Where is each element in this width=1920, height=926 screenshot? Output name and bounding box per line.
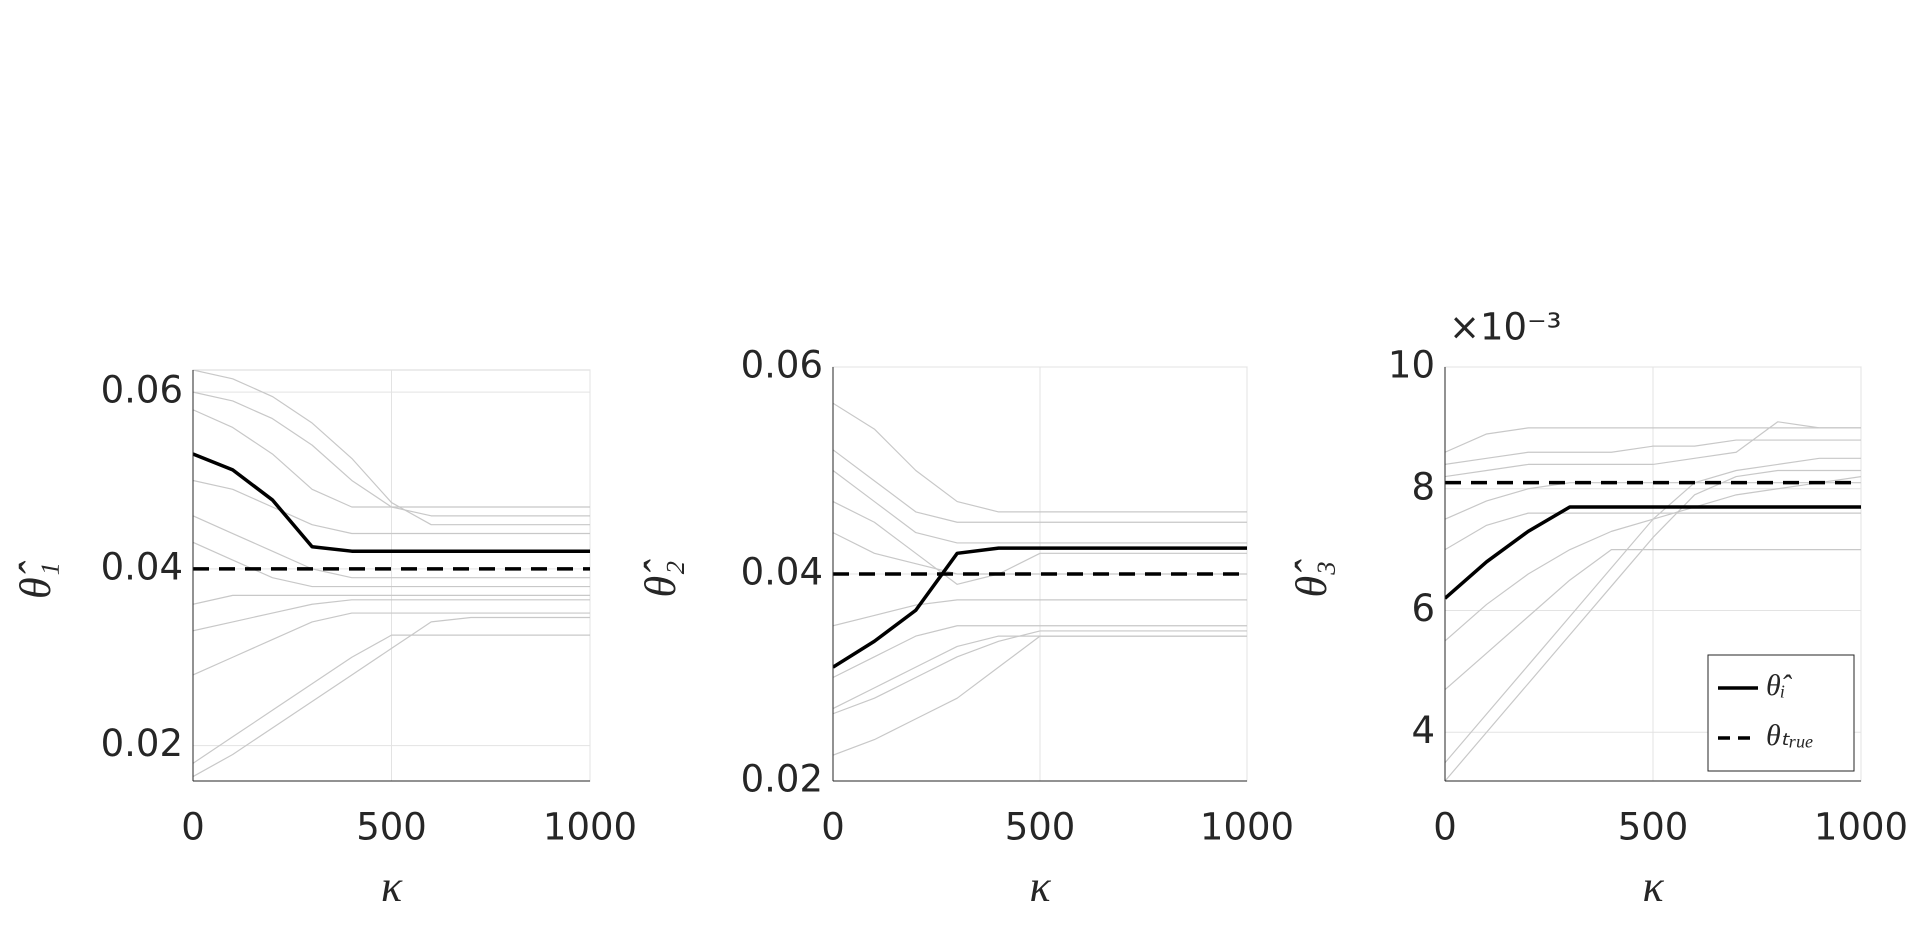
x-tick-label: 1000 [1814,806,1908,849]
series-line [1445,427,1861,453]
legend-box [1707,654,1855,772]
series-line [833,599,1247,627]
y-axis-label: θ̂₃ [1287,559,1336,598]
series-line [1445,457,1861,764]
y-tick-label: 0.04 [101,545,183,588]
y-tick-label: 0.06 [741,344,823,387]
series-line [1445,439,1861,466]
y-tick-label: 6 [1411,587,1435,630]
x-axis-label: κ [1642,862,1664,911]
x-tick-label: 0 [821,806,845,849]
series-line [833,546,1247,669]
axis-multiplier: ×10⁻³ [1449,306,1561,349]
series-line [833,501,1247,585]
series-line [833,635,1247,756]
series-line [193,594,590,605]
y-axis-label: θ̂₁ [11,560,60,599]
y-tick-label: 8 [1411,465,1435,508]
series-line [1445,421,1861,478]
y-axis-label: θ̂₂ [636,559,685,598]
series-line [193,409,590,508]
series-line [193,370,590,526]
y-tick-label: 0.04 [741,551,823,594]
y-tick-label: 0.06 [101,369,183,412]
series-line [193,612,590,676]
plot-lines [833,402,1247,756]
x-tick-label: 0 [1433,806,1457,849]
series-line [193,515,590,579]
y-tick-label: 0.02 [741,758,823,801]
series-line [193,541,590,588]
plot-lines [193,370,590,778]
series-line [833,625,1247,679]
y-tick-label: 4 [1411,709,1435,752]
series-line [193,599,590,632]
series-line [193,479,590,535]
series-line [833,470,1247,544]
x-tick-label: 0 [181,806,205,849]
series-line [193,634,590,764]
series-line [1445,549,1861,691]
x-tick-label: 500 [1618,806,1689,849]
series-line [833,630,1247,715]
series-line [193,616,590,778]
y-tick-label: 10 [1388,344,1435,387]
series-line [833,402,1247,513]
x-tick-label: 500 [356,806,427,849]
series-line [833,449,1247,523]
x-axis-label: κ [381,862,403,911]
series-line [1445,505,1861,600]
legend-label: θₜᵣᵤₑ [1766,719,1814,752]
x-tick-label: 1000 [543,806,637,849]
series-line [1445,512,1861,551]
y-tick-label: 0.02 [101,722,183,765]
x-tick-label: 500 [1005,806,1076,849]
x-tick-label: 1000 [1200,806,1294,849]
plot-lines [1445,421,1861,781]
series-line [193,452,590,553]
series-line [1445,469,1861,781]
x-axis-label: κ [1029,862,1051,911]
